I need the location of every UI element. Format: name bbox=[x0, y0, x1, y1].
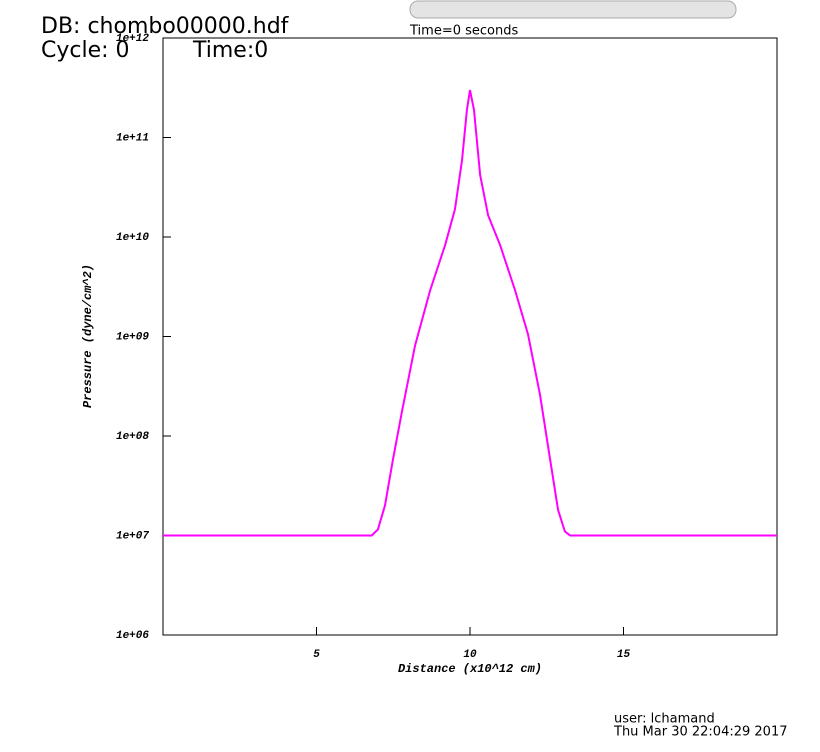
y-tick-label: 1e+06 bbox=[116, 630, 149, 642]
time-label: Time:0 bbox=[192, 38, 268, 63]
x-tick-label: 15 bbox=[617, 649, 631, 661]
user-label: user: lchamand bbox=[614, 712, 715, 727]
y-tick-label: 1e+10 bbox=[116, 232, 149, 244]
time-slider[interactable] bbox=[409, 0, 737, 19]
y-axis-title: Pressure (dyne/cm^2) bbox=[81, 264, 95, 408]
time-slider-label: Time=0 seconds bbox=[409, 24, 518, 39]
y-tick-label: 1e+09 bbox=[116, 331, 149, 343]
y-tick-label: 1e+07 bbox=[116, 530, 149, 542]
date-label: Thu Mar 30 22:04:29 2017 bbox=[613, 725, 788, 740]
x-tick-label: 10 bbox=[463, 649, 477, 661]
x-axis-title: Distance (x10^12 cm) bbox=[398, 662, 542, 676]
y-tick-label: 1e+12 bbox=[116, 33, 149, 45]
database-label: DB: chombo00000.hdf bbox=[41, 14, 290, 39]
plot-frame bbox=[162, 37, 778, 636]
y-tick-label: 1e+11 bbox=[116, 132, 149, 144]
x-tick-label: 5 bbox=[313, 649, 320, 661]
cycle-label: Cycle: 0 bbox=[41, 38, 130, 63]
data-line bbox=[163, 89, 777, 537]
y-tick-label: 1e+08 bbox=[116, 431, 149, 443]
